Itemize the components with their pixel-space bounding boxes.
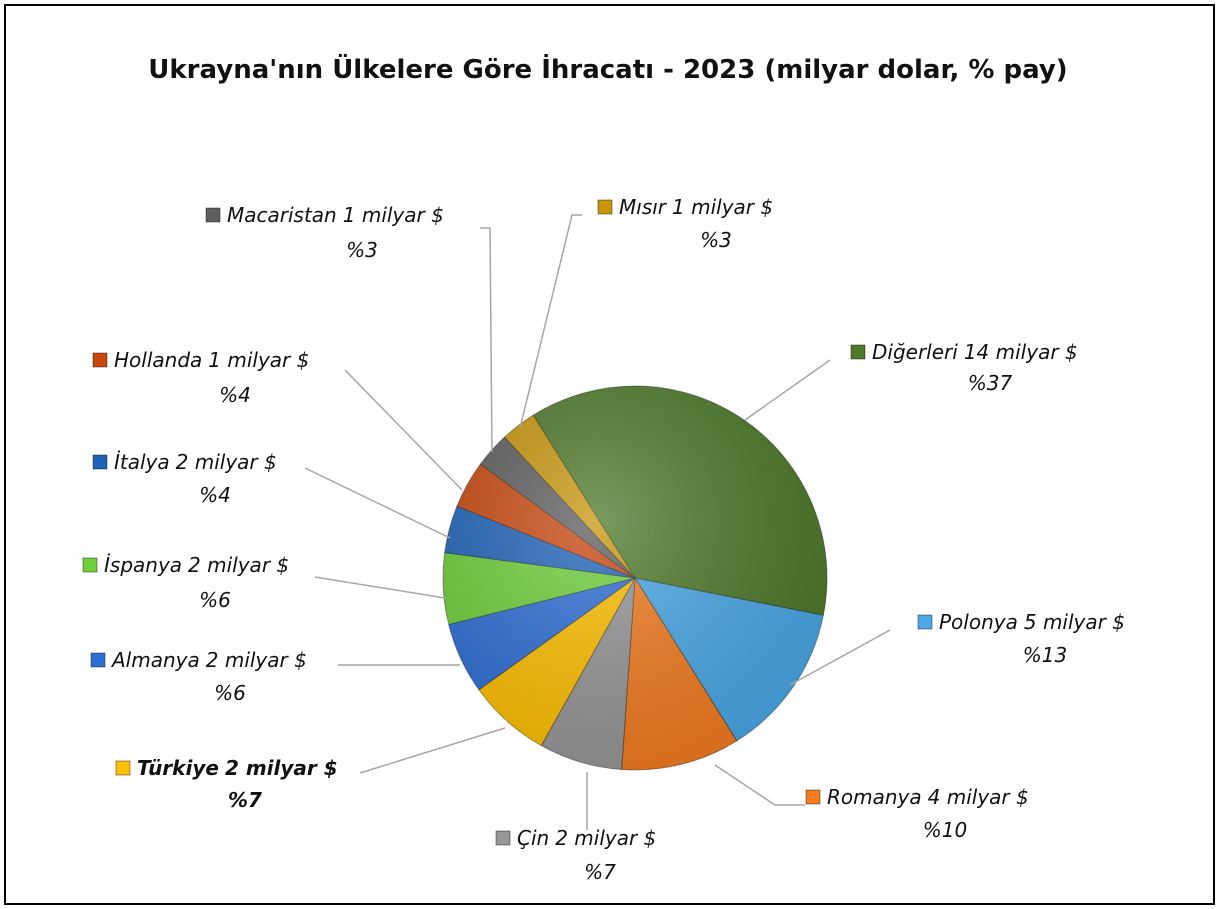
category-label: Polonya [939, 610, 1018, 634]
leader-line [480, 227, 493, 453]
legend-swatch [850, 344, 866, 360]
amount-label: 2 milyar $ [206, 648, 307, 672]
data-label: Türkiye 2 milyar $ [137, 756, 338, 780]
amount-label: 2 milyar $ [225, 756, 338, 780]
legend-swatch [805, 789, 821, 805]
category-label: Romanya [827, 785, 922, 809]
percent-label: %37 [968, 371, 1013, 395]
category-label: İtalya [114, 450, 170, 474]
amount-label: 2 milyar $ [176, 450, 277, 474]
leader-line [519, 214, 582, 429]
data-label: Romanya 4 milyar $ [827, 785, 1029, 809]
amount-label: 2 milyar $ [188, 553, 289, 577]
percent-label: %4 [199, 483, 231, 507]
leader-line [359, 727, 506, 774]
legend-swatch [90, 652, 106, 668]
legend-swatch [917, 614, 933, 630]
data-label: Çin 2 milyar $ [517, 826, 656, 850]
category-label: İspanya [104, 553, 182, 577]
category-label: Türkiye [137, 756, 219, 780]
data-label: İspanya 2 milyar $ [104, 553, 289, 577]
data-label: Hollanda 1 milyar $ [114, 348, 309, 372]
category-label: Çin [517, 826, 549, 850]
legend-swatch [115, 760, 131, 776]
leader-line [714, 764, 805, 806]
category-label: Macaristan [227, 203, 337, 227]
legend-swatch [92, 454, 108, 470]
leader-line [304, 467, 451, 539]
amount-label: 1 milyar $ [343, 203, 444, 227]
legend-swatch [82, 557, 98, 573]
data-label: Polonya 5 milyar $ [939, 610, 1125, 634]
data-label: Diğerleri 14 milyar $ [872, 340, 1078, 364]
amount-label: 2 milyar $ [555, 826, 656, 850]
amount-label: 4 milyar $ [928, 785, 1029, 809]
legend-swatch [597, 199, 613, 215]
percent-label: %4 [219, 383, 251, 407]
leader-line [314, 576, 446, 599]
category-label: Diğerleri [872, 340, 958, 364]
percent-label: %10 [923, 818, 967, 842]
category-label: Almanya [110, 648, 200, 672]
category-label: Mısır [619, 195, 668, 219]
chart-title: Ukrayna'nın Ülkelere Göre İhracatı - 202… [148, 52, 1067, 85]
percent-label: %3 [700, 228, 732, 252]
percent-label: %3 [346, 238, 378, 262]
amount-label: 14 milyar $ [964, 340, 1078, 364]
leader-line [344, 369, 463, 491]
data-label: İtalya 2 milyar $ [114, 450, 277, 474]
legend-swatch [205, 207, 221, 223]
legend-swatch [495, 830, 511, 846]
data-label: Mısır 1 milyar $ [619, 195, 773, 219]
data-label: Almanya 2 milyar $ [110, 648, 307, 672]
percent-label: %7 [228, 788, 262, 812]
amount-label: 5 milyar $ [1024, 610, 1125, 634]
data-label: Macaristan 1 milyar $ [227, 203, 444, 227]
category-label: Hollanda [114, 348, 202, 372]
percent-label: %6 [214, 681, 246, 705]
amount-label: 1 milyar $ [208, 348, 309, 372]
percent-label: %13 [1023, 643, 1067, 667]
legend-swatch [92, 352, 108, 368]
leader-line [744, 359, 831, 421]
amount-label: 1 milyar $ [672, 195, 773, 219]
percent-label: %6 [199, 588, 231, 612]
percent-label: %7 [584, 860, 616, 884]
leader-line [789, 629, 891, 686]
